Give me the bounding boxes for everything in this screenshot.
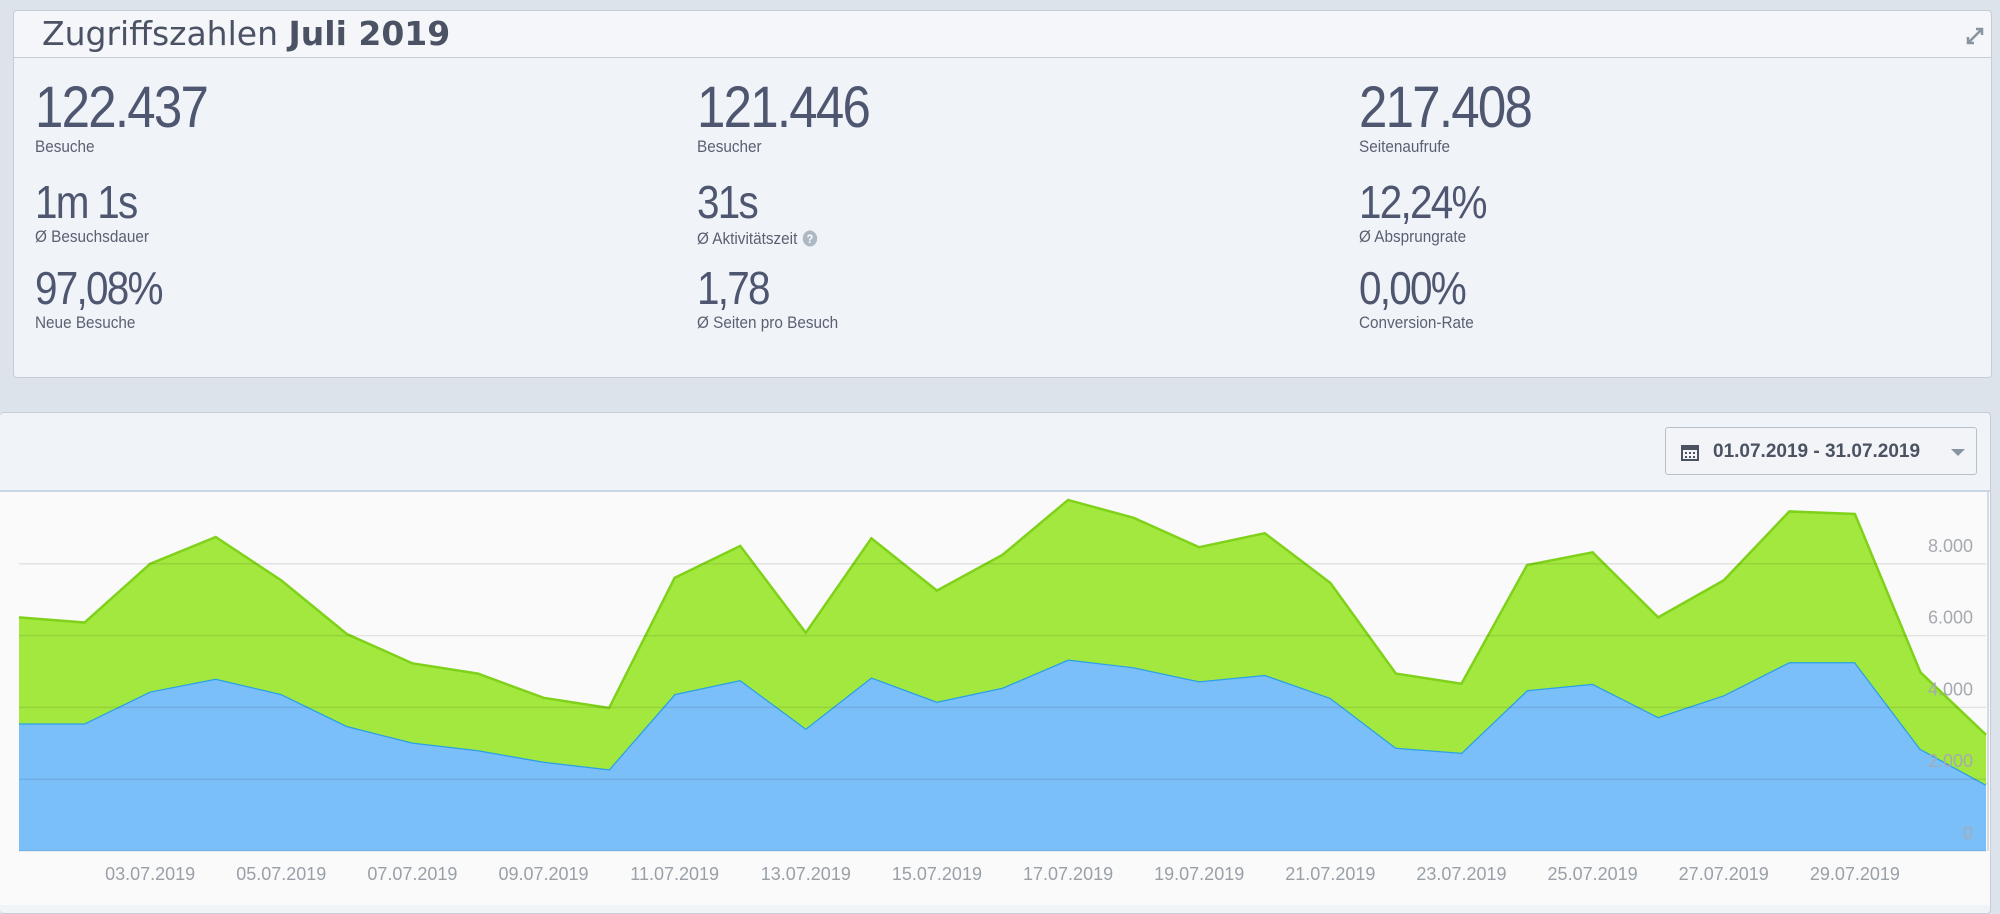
stat-label: Ø Besuchsdauer (35, 227, 149, 246)
stat: 1,78 Ø Seiten pro Besuch (697, 263, 854, 333)
caret (1951, 449, 1965, 456)
stat-label: Neue Besuche (35, 313, 136, 332)
stat-value: 121.446 (697, 75, 871, 140)
stat-label: Besucher (697, 137, 762, 156)
stat-label: Conversion-Rate (1359, 313, 1474, 332)
calendar-icon (1681, 445, 1699, 461)
svg-text:?: ? (807, 234, 814, 247)
stat-value: 31s (697, 176, 759, 228)
chart-panel (0, 412, 1991, 914)
stat: 217.408 Seitenaufrufe (1359, 79, 1555, 157)
help-icon[interactable]: ? (803, 230, 818, 247)
stat-label: Ø Seiten pro Besuch (697, 313, 839, 332)
stat-label: Besuche (35, 137, 95, 156)
stat: 12,24% Ø Absprungrate (1359, 177, 1503, 247)
date-range-button[interactable]: 01.07.2019 - 31.07.2019 (1665, 427, 1977, 475)
stat: 122.437 Besuche (35, 79, 231, 157)
stat-value: 1m 1s (35, 176, 138, 228)
stat-value: 0,00% (1359, 262, 1467, 314)
stat-value: 1,78 (697, 262, 771, 314)
stat-label: Ø Aktivitätszeit? (697, 227, 818, 249)
stat: 121.446 Besucher (697, 79, 893, 157)
summary-panel: Zugriffszahlen Juli 2019 122.437 Besuche 1… (13, 10, 1992, 378)
stat: 1m 1s Ø Besuchsdauer (35, 177, 162, 247)
stat: 31s Ø Aktivitätszeit? (697, 177, 825, 249)
stat: 97,08% Neue Besuche (35, 263, 179, 333)
stat: 0,00% Conversion-Rate (1359, 263, 1487, 333)
stat-value: 12,24% (1359, 176, 1487, 228)
title-bold: Juli 2019 (288, 14, 451, 53)
stat-label: Ø Absprungrate (1359, 227, 1467, 246)
stat-value: 217.408 (1359, 75, 1533, 140)
panel-header: Zugriffszahlen Juli 2019 (14, 11, 1991, 58)
expand-icon[interactable] (1964, 25, 1986, 47)
title: Zugriffszahlen (42, 14, 278, 53)
stat-value: 97,08% (35, 262, 163, 314)
date-range: 01.07.2019 - 31.07.2019 (1713, 441, 1921, 462)
stat-label: Seitenaufrufe (1359, 137, 1451, 156)
stat-value: 122.437 (35, 75, 209, 140)
